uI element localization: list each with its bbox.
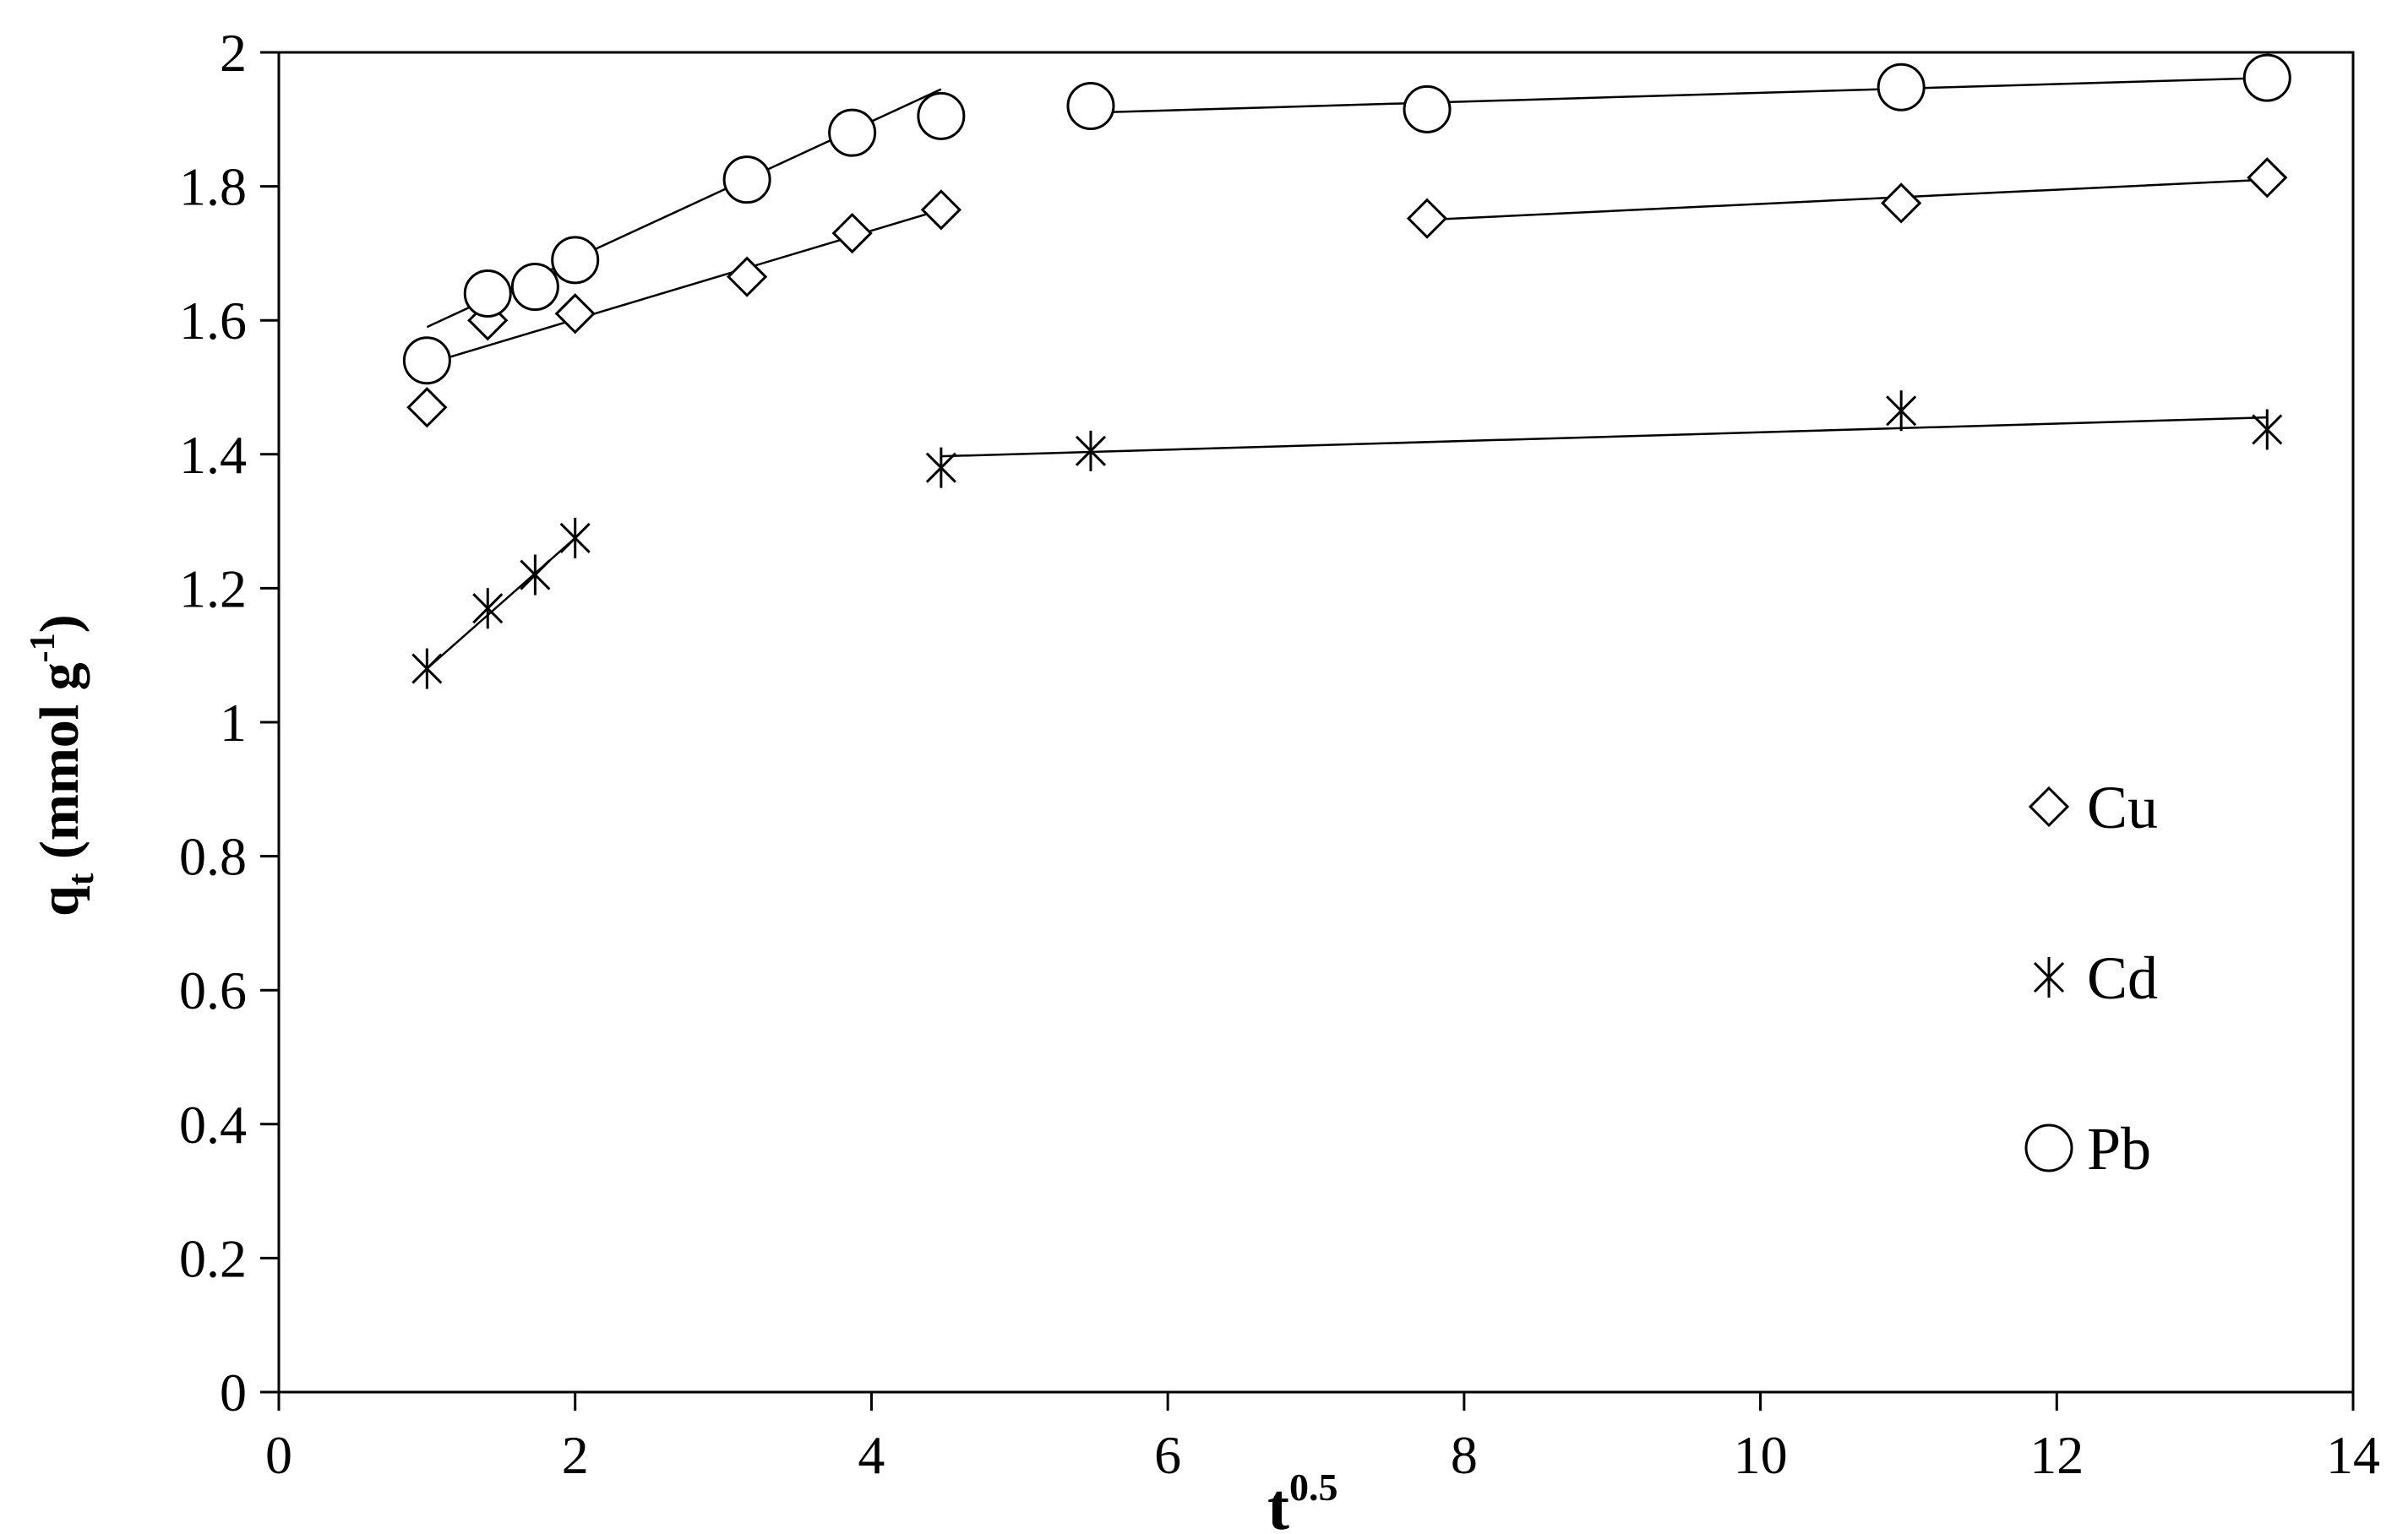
pb-point	[1403, 84, 1452, 133]
x-tick-label: 0	[265, 1425, 292, 1485]
cu-point	[554, 293, 596, 335]
y-tick-label: 1.4	[179, 425, 247, 485]
cd-point	[520, 554, 551, 596]
cd-point	[411, 648, 443, 689]
y-tick-label: 0	[220, 1363, 247, 1422]
data-points	[402, 53, 2291, 689]
y-tick-label: 0.8	[179, 827, 247, 887]
pb-point	[463, 269, 512, 318]
cd-point	[925, 447, 956, 488]
legend-pb-marker	[2024, 1123, 2073, 1172]
pb-point	[402, 336, 451, 385]
y-tick-label: 1.2	[179, 558, 247, 618]
x-axis-title: t0.5	[1267, 1466, 1337, 1534]
pb-point	[828, 108, 877, 157]
legend: Cu Cd Pb	[2024, 774, 2158, 1183]
cd-point	[1075, 430, 1107, 471]
cu-point	[831, 212, 873, 254]
pb-point	[551, 236, 600, 285]
y-tick-label: 0.2	[179, 1228, 247, 1288]
cu-point	[920, 189, 962, 231]
pb-fit-line	[1090, 76, 2268, 114]
cd-fit-line	[940, 416, 2268, 458]
y-tick-label: 0.4	[179, 1095, 247, 1155]
y-tick-label: 1.6	[179, 291, 247, 351]
cu-point	[406, 387, 448, 428]
y-tick-label: 2	[220, 23, 247, 83]
x-tick-label: 14	[2326, 1425, 2380, 1485]
y-axis-title: qt (mmol g-1)	[24, 614, 101, 917]
legend-cu-marker	[2028, 786, 2070, 828]
pb-point	[722, 155, 771, 204]
pb-point	[2242, 53, 2291, 102]
y-tick-label: 1	[220, 693, 247, 753]
x-tick-label: 2	[562, 1425, 589, 1485]
x-tick-label: 6	[1154, 1425, 1181, 1485]
cu-point	[727, 256, 768, 297]
y-tick-label: 1.8	[179, 157, 247, 217]
x-tick-label: 12	[2029, 1425, 2084, 1485]
axes: 0 2 4 6 8 10 12 14 0 0.2 0.4 0.6 0.8 1 1.2 1.4 1.6 1.8 2	[179, 23, 2380, 1485]
x-tick-label: 4	[858, 1425, 885, 1485]
fit-lines	[426, 76, 2268, 670]
legend-cu-label: Cu	[2087, 774, 2158, 841]
legend-pb-label: Pb	[2087, 1115, 2151, 1183]
cu-fit-line	[1426, 178, 2268, 221]
cu-point	[1406, 198, 1448, 239]
x-tick-label: 10	[1734, 1425, 1788, 1485]
pb-point	[510, 263, 559, 312]
legend-cd-label: Cd	[2087, 944, 2158, 1012]
cd-point	[1886, 390, 1917, 432]
cu-point	[2247, 157, 2288, 199]
pb-point	[1877, 63, 1926, 112]
cu-point	[1881, 182, 1922, 224]
pb-point	[917, 91, 966, 140]
cd-fit-line	[426, 536, 576, 670]
cd-point	[472, 588, 504, 629]
y-tick-label: 0.6	[179, 960, 247, 1020]
cd-point	[559, 517, 591, 558]
x-tick-label: 8	[1451, 1425, 1478, 1485]
pb-point	[1066, 81, 1115, 130]
cd-point	[2252, 409, 2283, 450]
legend-cd-marker	[2033, 957, 2065, 998]
